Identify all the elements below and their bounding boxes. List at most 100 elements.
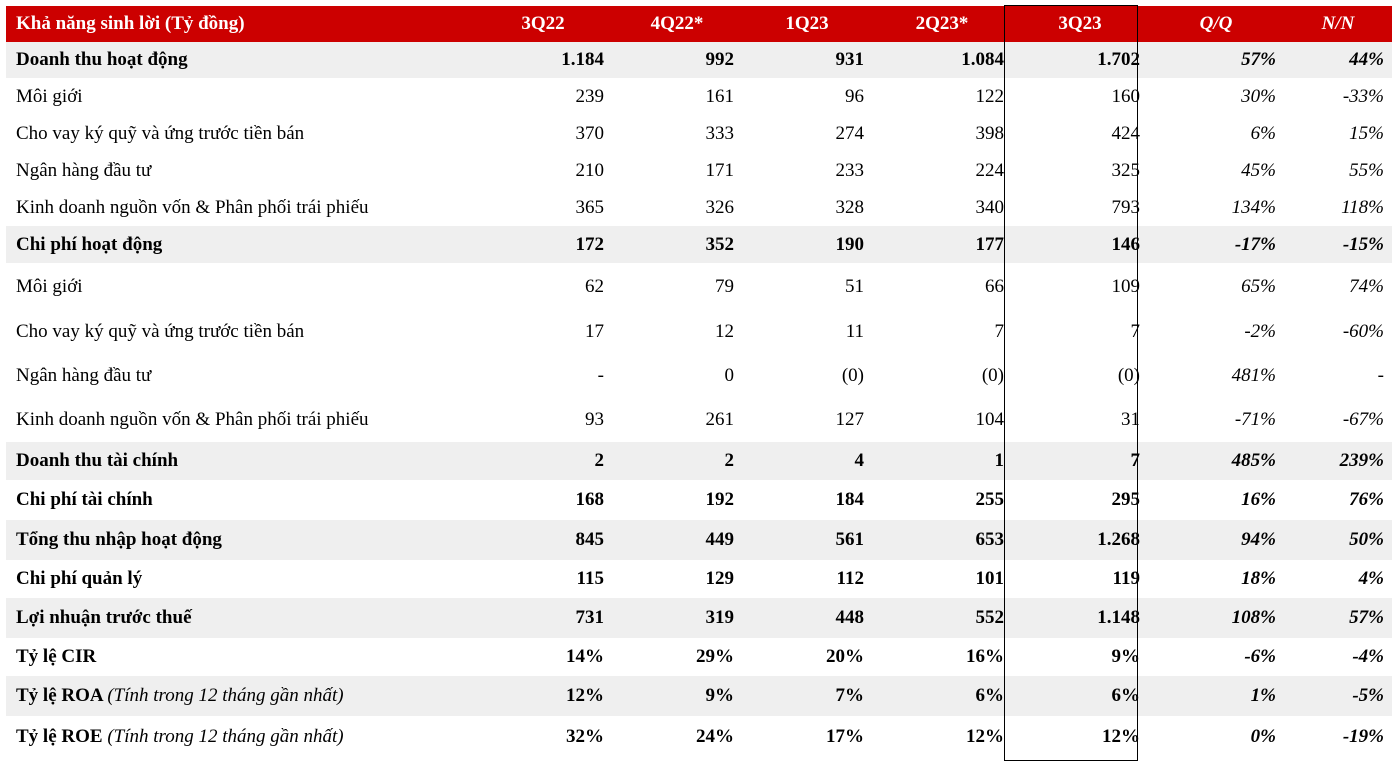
value-cell: 7 <box>1130 321 1141 342</box>
row-label-note: (Tính trong 12 tháng gần nhất) <box>107 726 344 747</box>
value-cell: 398 <box>975 122 1005 144</box>
row-label: Môi giới <box>6 86 474 108</box>
value-cell: 1.148 <box>1097 607 1140 628</box>
row-label: Kinh doanh nguồn vốn & Phân phối trái ph… <box>6 197 474 219</box>
value-cell: 233 <box>835 159 865 181</box>
row-label: Lợi nhuận trước thuế <box>6 607 474 629</box>
row-label-text: Kinh doanh nguồn vốn & Phân phối trái ph… <box>16 409 369 430</box>
value-cell: 2 <box>724 450 735 471</box>
table-row: Cho vay ký quỹ và ứng trước tiền bán 370 3… <box>6 115 1392 152</box>
table-row: Kinh doanh nguồn vốn & Phân phối trái ph… <box>6 398 1392 442</box>
nn-cell: -19% <box>1342 726 1384 747</box>
value-cell: 14% <box>566 646 604 667</box>
value-cell: 7% <box>835 685 865 706</box>
qq-cell: 45% <box>1241 159 1276 181</box>
value-cell: 6% <box>975 685 1005 706</box>
qq-cell: 18% <box>1241 568 1276 589</box>
value-cell: 168 <box>575 489 605 510</box>
value-cell: 931 <box>835 49 865 70</box>
value-cell: 9% <box>705 685 735 706</box>
value-cell: 333 <box>705 122 735 144</box>
row-label-text: Tỷ lệ ROA <box>16 685 103 706</box>
value-cell: 20% <box>826 646 864 667</box>
header-nn: N/N <box>1321 13 1355 34</box>
table-body: Doanh thu hoạt động 1.184 992 931 1.084 1.702… <box>6 42 1392 758</box>
row-label-text: Chi phí tài chính <box>16 489 153 510</box>
value-cell: 12% <box>1102 726 1140 747</box>
value-cell: 109 <box>1111 275 1141 297</box>
value-cell: 261 <box>705 409 735 430</box>
value-cell: 7 <box>994 321 1005 342</box>
value-cell: 295 <box>1111 489 1141 510</box>
qq-cell: 57% <box>1241 49 1276 70</box>
qq-cell: 134% <box>1231 196 1276 218</box>
value-cell: 127 <box>835 409 865 430</box>
value-cell: 1 <box>994 450 1005 471</box>
table-row: Tỷ lệ ROA (Tính trong 12 tháng gần nhất)… <box>6 676 1392 716</box>
qq-cell: -2% <box>1244 321 1276 342</box>
value-cell: 115 <box>576 568 604 589</box>
value-cell: 51 <box>845 275 864 297</box>
header-2q23: 2Q23* <box>915 13 969 34</box>
row-label: Cho vay ký quỹ và ứng trước tiền bán <box>6 321 474 343</box>
row-label: Cho vay ký quỹ và ứng trước tiền bán <box>6 123 474 145</box>
nn-cell: 44% <box>1349 49 1384 70</box>
value-cell: 328 <box>835 196 865 218</box>
qq-cell: 108% <box>1231 607 1276 628</box>
qq-cell: 1% <box>1250 685 1276 706</box>
nn-cell: -15% <box>1342 233 1384 255</box>
value-cell: 224 <box>975 159 1005 181</box>
row-label: Kinh doanh nguồn vốn & Phân phối trái ph… <box>6 409 474 431</box>
value-cell: 32% <box>566 726 604 747</box>
row-label-text: Chi phí hoạt động <box>16 233 163 255</box>
value-cell: 845 <box>575 529 605 550</box>
row-label-text: Ngân hàng đầu tư <box>16 159 152 181</box>
row-label: Chi phí tài chính <box>6 489 474 511</box>
value-cell: 146 <box>1111 233 1141 255</box>
nn-cell: 118% <box>1341 196 1384 218</box>
row-label: Doanh thu hoạt động <box>6 49 474 71</box>
row-label-note: (Tính trong 12 tháng gần nhất) <box>107 685 344 706</box>
row-label-text: Cho vay ký quỹ và ứng trước tiền bán <box>16 321 305 342</box>
table-row: Môi giới 239 161 96 122 160 30% -33% <box>6 78 1392 115</box>
value-cell: 552 <box>975 607 1005 628</box>
header-1q23: 1Q23 <box>785 13 829 34</box>
value-cell: 561 <box>835 529 865 550</box>
table-row: Tổng thu nhập hoạt động 845 449 561 653 1.268… <box>6 520 1392 560</box>
value-cell: (0) <box>841 365 864 386</box>
value-cell: (0) <box>1117 365 1140 386</box>
header-3q23: 3Q23 <box>1058 13 1102 34</box>
row-label: Tỷ lệ CIR <box>6 646 474 668</box>
value-cell: 29% <box>696 646 734 667</box>
value-cell: 274 <box>835 122 865 144</box>
value-cell: 4 <box>854 450 865 471</box>
value-cell: 79 <box>715 275 734 297</box>
table-row: Môi giới 62 79 51 66 109 65% 74% <box>6 263 1392 310</box>
qq-cell: 0% <box>1250 726 1276 747</box>
profitability-table: Khả năng sinh lời (Tỷ đồng) 3Q22 4Q22* 1… <box>6 6 1392 758</box>
nn-cell: 55% <box>1349 159 1384 181</box>
value-cell: 1.084 <box>961 49 1004 70</box>
nn-cell: 239% <box>1339 450 1384 471</box>
value-cell: 122 <box>975 85 1005 107</box>
value-cell: 177 <box>975 233 1005 255</box>
nn-cell: -33% <box>1342 85 1384 107</box>
table-row: Ngân hàng đầu tư - 0 (0) (0) (0) 481% - <box>6 354 1392 398</box>
value-cell: 160 <box>1111 85 1141 107</box>
value-cell: 184 <box>835 489 865 510</box>
value-cell: 112 <box>836 568 864 589</box>
header-4q22: 4Q22* <box>650 13 704 34</box>
table-row: Tỷ lệ ROE (Tính trong 12 tháng gần nhất)… <box>6 716 1392 758</box>
qq-cell: 6% <box>1250 122 1276 144</box>
value-cell: 1.268 <box>1097 529 1140 550</box>
value-cell: 16% <box>966 646 1004 667</box>
value-cell: 2 <box>594 450 605 471</box>
row-label: Môi giới <box>6 276 474 298</box>
value-cell: 24% <box>696 726 734 747</box>
table-row: Chi phí quản lý 115 129 112 101 119 18% 4% <box>6 560 1392 598</box>
value-cell: 17 <box>585 321 604 342</box>
value-cell: 992 <box>705 49 735 70</box>
qq-cell: 485% <box>1231 450 1276 471</box>
row-label: Ngân hàng đầu tư <box>6 160 474 182</box>
table-row: Cho vay ký quỹ và ứng trước tiền bán 17 12… <box>6 310 1392 354</box>
